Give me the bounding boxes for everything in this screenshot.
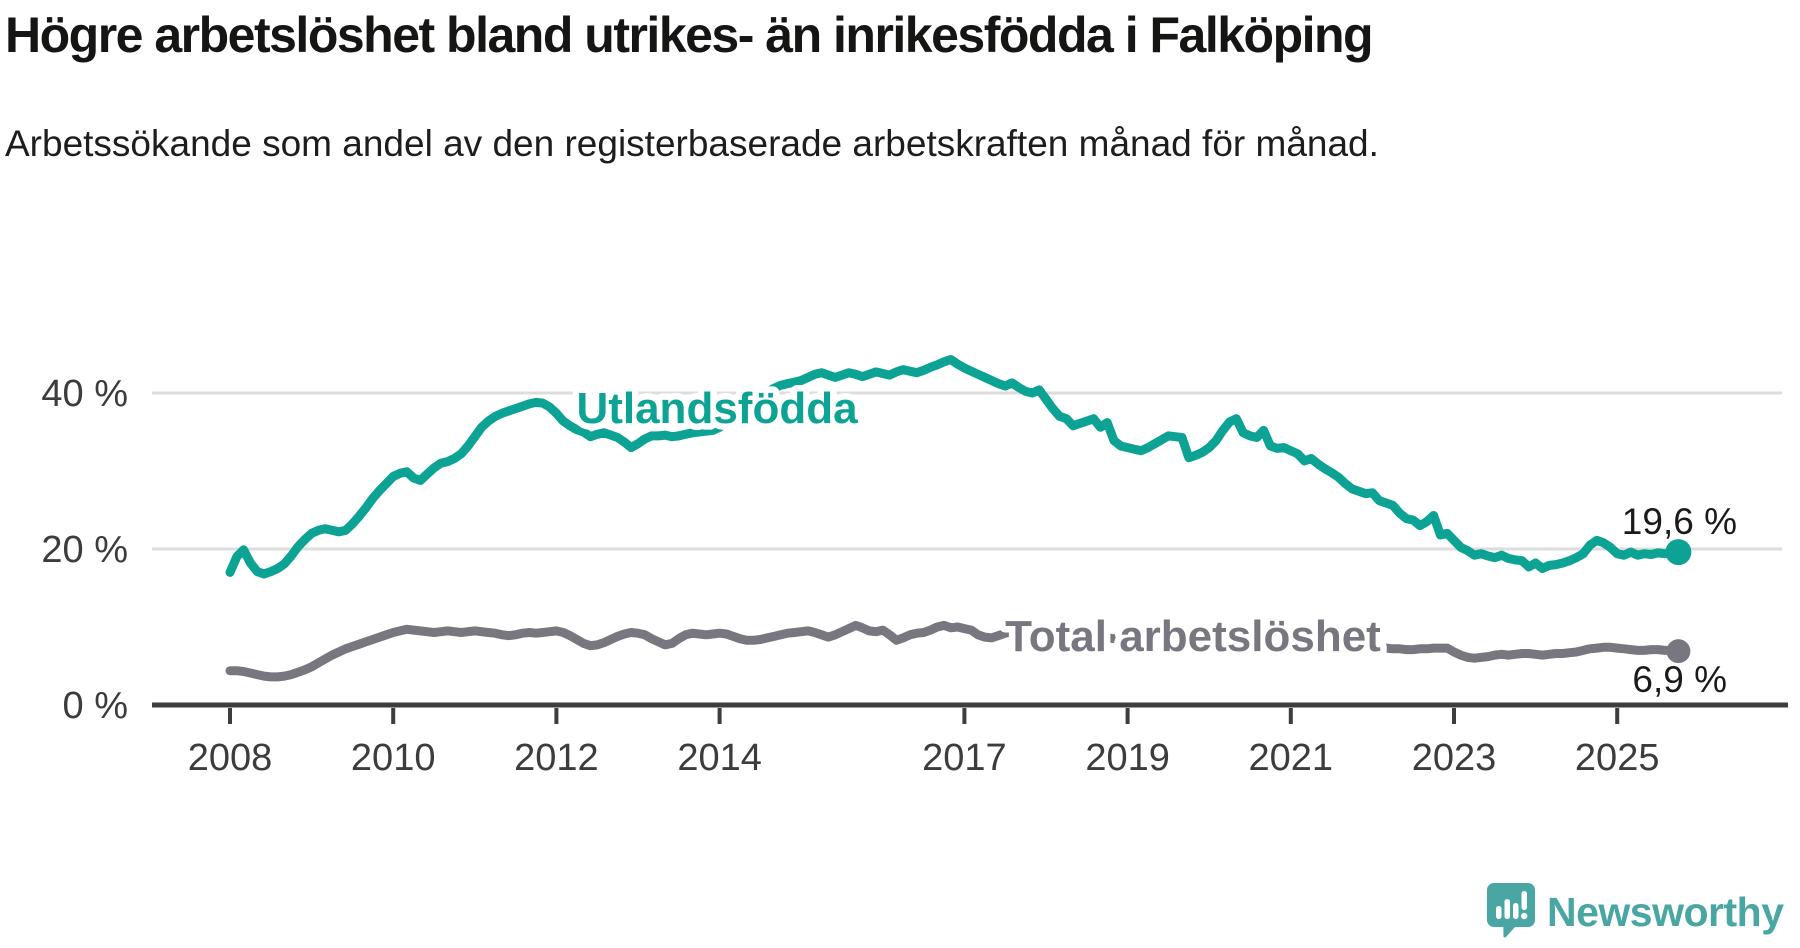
newsworthy-logo-text: Newsworthy [1547, 889, 1784, 935]
series-end-dot-utlandsfodda [1665, 539, 1692, 566]
series-end-dot-total-arbetsloshet [1666, 639, 1691, 664]
series-end-value-label-total-arbetsloshet: 6,9 % [1632, 659, 1727, 700]
newsworthy-logo: Newsworthy [1486, 882, 1784, 942]
x-axis-tick-label: 2023 [1412, 737, 1497, 779]
y-axis-tick-label: 20 % [41, 529, 128, 571]
series-line-total-arbetsloshet [225, 620, 1683, 682]
x-axis-tick-label: 2019 [1085, 737, 1170, 779]
x-axis-tick-label: 2021 [1249, 737, 1334, 779]
chart-subtitle: Arbetssökande som andel av den registerb… [5, 123, 1379, 164]
series-label-total-arbetsloshet: Total arbetslöshet [1005, 612, 1381, 661]
newsworthy-logo-icon [1486, 882, 1536, 943]
y-axis-tick-label: 40 % [41, 373, 128, 415]
x-axis-tick-label: 2008 [188, 737, 273, 779]
x-axis-tick-label: 2012 [514, 737, 599, 779]
x-axis-tick-label: 2025 [1575, 737, 1660, 779]
y-axis-tick-label: 0 % [63, 685, 128, 727]
series-label-utlandsfodda: Utlandsfödda [576, 384, 858, 433]
series-line-utlandsfodda [225, 355, 1683, 579]
x-axis-tick-label: 2014 [677, 737, 762, 779]
series-end-value-label-utlandsfodda: 19,6 % [1622, 501, 1737, 542]
chart-title: Högre arbetslöshet bland utrikes- än inr… [5, 7, 1374, 63]
x-axis-tick-label: 2017 [922, 737, 1007, 779]
x-axis-tick-label: 2010 [351, 737, 436, 779]
